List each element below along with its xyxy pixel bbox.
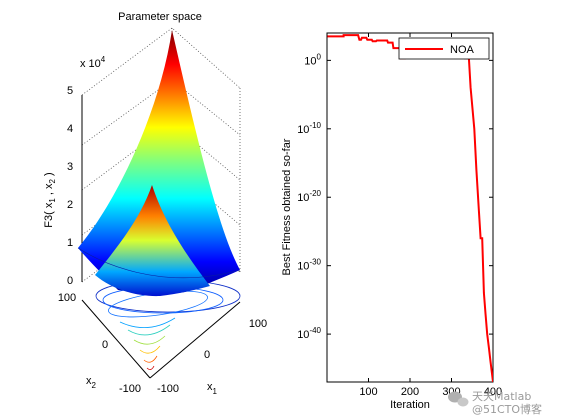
series-line-noa bbox=[463, 57, 493, 382]
x2-tick-label: -100 bbox=[119, 383, 141, 395]
z-multiplier-label: x 104 bbox=[80, 55, 106, 70]
x2-tick-label: 100 bbox=[58, 292, 76, 304]
legend-label: NOA bbox=[450, 44, 475, 56]
x-tick-label: 400 bbox=[484, 386, 502, 398]
surface-title: Parameter space bbox=[118, 11, 202, 23]
floor-contours bbox=[95, 279, 241, 370]
z-axis-label: F3( x1 , x2 ) bbox=[43, 172, 57, 227]
x-tick-label: 100 bbox=[359, 386, 377, 398]
z-tick-label: 5 bbox=[67, 85, 73, 97]
x2-tick-labels: -100 0 100 bbox=[58, 292, 141, 395]
series-line-noa bbox=[327, 34, 406, 60]
wechat-icon bbox=[448, 391, 469, 407]
x1-tick-labels: -100 0 100 bbox=[157, 318, 267, 395]
watermark-text: 天天Matlab bbox=[472, 390, 531, 403]
x-tick-label: 200 bbox=[401, 386, 419, 398]
z-tick-label: 3 bbox=[67, 161, 73, 173]
z-tick-labels: 0 1 2 3 4 5 bbox=[67, 85, 73, 287]
y-axis-label: Best Fitness obtained so-far bbox=[281, 138, 293, 275]
y-tick-label: 10-20 bbox=[297, 189, 321, 204]
x-axis-label: Iteration bbox=[390, 399, 430, 411]
x1-axis-label: x1 bbox=[207, 381, 218, 396]
plot-area bbox=[326, 32, 494, 383]
x2-axis-label: x2 bbox=[86, 375, 97, 390]
y-tick-label: 100 bbox=[304, 52, 321, 67]
surface-plot: Parameter space x 104 0 1 2 3 4 5 bbox=[43, 11, 267, 396]
watermark: 天天Matlab @51CTO博客 bbox=[448, 390, 542, 416]
z-tick-label: 2 bbox=[67, 199, 73, 211]
z-tick-label: 1 bbox=[67, 237, 73, 249]
series-lines bbox=[327, 34, 493, 382]
z-tick-label: 4 bbox=[67, 123, 73, 135]
z-tick-label: 0 bbox=[67, 275, 73, 287]
surface-mesh bbox=[77, 30, 241, 297]
legend: NOA bbox=[398, 37, 490, 60]
x1-tick-label: 100 bbox=[249, 318, 267, 330]
y-tick-label: 10-40 bbox=[297, 326, 321, 341]
base-axes bbox=[81, 299, 241, 379]
legend-box bbox=[398, 37, 490, 60]
x-ticks: 100 200 300 400 bbox=[359, 33, 502, 398]
y-tick-label: 10-10 bbox=[297, 121, 321, 136]
watermark-sub: @51CTO博客 bbox=[472, 402, 542, 416]
x1-tick-label: 0 bbox=[204, 349, 210, 361]
y-tick-label: 10-30 bbox=[297, 258, 321, 273]
x1-tick-label: -100 bbox=[157, 383, 179, 395]
x2-tick-label: 0 bbox=[102, 339, 108, 351]
